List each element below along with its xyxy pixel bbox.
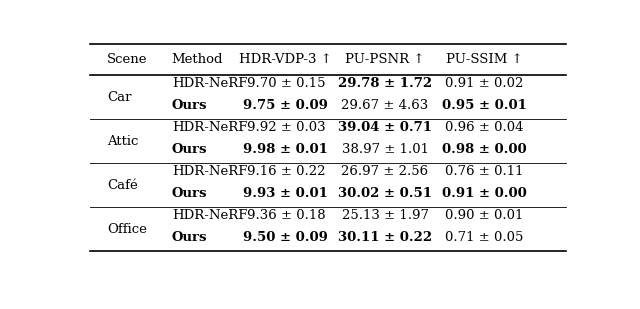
- Text: 38.97 ± 1.01: 38.97 ± 1.01: [342, 143, 429, 156]
- Text: HDR-VDP-3 ↑: HDR-VDP-3 ↑: [239, 53, 332, 66]
- Text: 0.98 ± 0.00: 0.98 ± 0.00: [442, 143, 527, 156]
- Text: 9.93 ± 0.01: 9.93 ± 0.01: [243, 187, 328, 200]
- Text: Office: Office: [108, 223, 147, 236]
- Text: 9.50 ± 0.09: 9.50 ± 0.09: [243, 231, 328, 244]
- Text: 30.02 ± 0.51: 30.02 ± 0.51: [338, 187, 432, 200]
- Text: 39.04 ± 0.71: 39.04 ± 0.71: [338, 121, 432, 134]
- Text: Ours: Ours: [172, 231, 207, 244]
- Text: Ours: Ours: [172, 187, 207, 200]
- Text: Café: Café: [108, 179, 138, 192]
- Text: 0.96 ± 0.04: 0.96 ± 0.04: [445, 121, 524, 134]
- Text: 9.70 ± 0.15: 9.70 ± 0.15: [246, 77, 325, 90]
- Text: 0.90 ± 0.01: 0.90 ± 0.01: [445, 209, 524, 222]
- Text: 0.91 ± 0.00: 0.91 ± 0.00: [442, 187, 527, 200]
- Text: PU-PSNR ↑: PU-PSNR ↑: [346, 53, 425, 66]
- Text: Scene: Scene: [108, 53, 148, 66]
- Text: HDR-NeRF: HDR-NeRF: [172, 77, 247, 90]
- Text: 0.71 ± 0.05: 0.71 ± 0.05: [445, 231, 524, 244]
- Text: PU-SSIM ↑: PU-SSIM ↑: [446, 53, 523, 66]
- Text: 26.97 ± 2.56: 26.97 ± 2.56: [342, 165, 429, 178]
- Text: 0.76 ± 0.11: 0.76 ± 0.11: [445, 165, 524, 178]
- Text: 9.98 ± 0.01: 9.98 ± 0.01: [243, 143, 328, 156]
- Text: HDR-NeRF: HDR-NeRF: [172, 121, 247, 134]
- Text: Car: Car: [108, 91, 132, 104]
- Text: Attic: Attic: [108, 135, 139, 148]
- Text: HDR-NeRF: HDR-NeRF: [172, 209, 247, 222]
- Text: Method: Method: [172, 53, 223, 66]
- Text: 29.67 ± 4.63: 29.67 ± 4.63: [341, 99, 429, 112]
- Text: 0.95 ± 0.01: 0.95 ± 0.01: [442, 99, 527, 112]
- Text: Ours: Ours: [172, 99, 207, 112]
- Text: 29.78 ± 1.72: 29.78 ± 1.72: [338, 77, 432, 90]
- Text: HDR-NeRF: HDR-NeRF: [172, 165, 247, 178]
- Text: Ours: Ours: [172, 143, 207, 156]
- Text: 9.36 ± 0.18: 9.36 ± 0.18: [246, 209, 325, 222]
- Text: 30.11 ± 0.22: 30.11 ± 0.22: [338, 231, 432, 244]
- Text: 9.75 ± 0.09: 9.75 ± 0.09: [243, 99, 328, 112]
- Text: 9.16 ± 0.22: 9.16 ± 0.22: [246, 165, 325, 178]
- Text: 0.91 ± 0.02: 0.91 ± 0.02: [445, 77, 524, 90]
- Text: 9.92 ± 0.03: 9.92 ± 0.03: [246, 121, 325, 134]
- Text: 25.13 ± 1.97: 25.13 ± 1.97: [342, 209, 429, 222]
